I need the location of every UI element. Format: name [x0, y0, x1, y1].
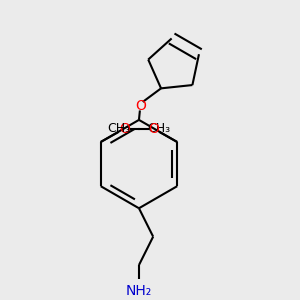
- Text: NH₂: NH₂: [126, 284, 152, 298]
- Text: O: O: [135, 99, 146, 113]
- Text: O: O: [119, 122, 130, 136]
- Text: CH₃: CH₃: [147, 122, 170, 135]
- Text: O: O: [148, 122, 159, 136]
- Text: CH₃: CH₃: [107, 122, 130, 135]
